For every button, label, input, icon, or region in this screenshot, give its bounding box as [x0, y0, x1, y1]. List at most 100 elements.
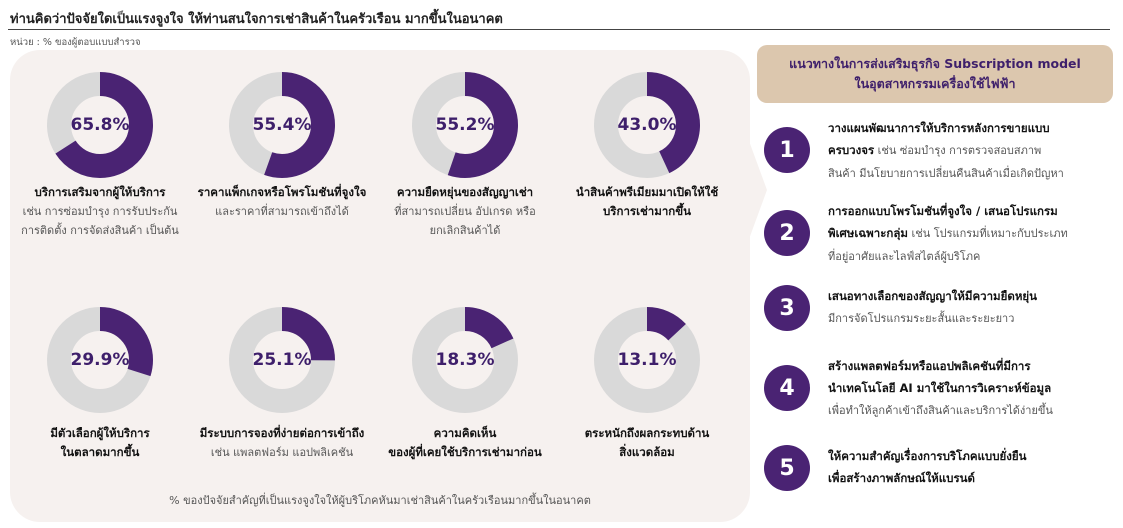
category-detail: เช่น การซ่อมบำรุง การรับประกัน: [22, 205, 178, 218]
donut-category-label: ความคิดเห็นของผู้ที่เคยใช้บริการเช่ามาก่…: [375, 424, 555, 462]
step-highlight: เพื่อสร้างภาพลักษณ์ให้แบรนด์: [828, 471, 975, 485]
step-line: ครบวงจร เช่น ซ่อมบำรุง การตรวจสอบสภาพ: [828, 139, 1118, 162]
donut-category-label: มีตัวเลือกผู้ให้บริการในตลาดมากขึ้น: [10, 424, 190, 462]
donut-chart: 18.3%: [410, 305, 520, 415]
category-detail: และราคาที่สามารถเข้าถึงได้: [215, 205, 349, 218]
donut-category-label: มีระบบการจองที่ง่ายต่อการเข้าถึงเช่น แพล…: [192, 424, 372, 462]
step-line: สินค้า มีนโยบายการเปลี่ยนคืนสินค้าเมื่อเ…: [828, 162, 1118, 185]
step-highlight: สร้างแพลตฟอร์มหรือแอปพลิเคชันที่มีการ: [828, 359, 1031, 373]
category-name: ตระหนักถึงผลกระทบด้าน: [584, 426, 710, 440]
step-highlight: พิเศษเฉพาะกลุ่ม: [828, 226, 908, 240]
step-highlight: ให้ความสำคัญเรื่องการบริโภคแบบยั่งยืน: [828, 449, 1027, 463]
category-name: ความยืดหยุ่นของสัญญาเช่า: [396, 185, 534, 199]
category-detail: ที่สามารถเปลี่ยน อัปเกรด หรือ: [394, 205, 536, 218]
donut-chart: 55.2%: [410, 70, 520, 180]
donut-value-label: 55.2%: [435, 115, 495, 135]
donut-value-label: 25.1%: [252, 350, 312, 370]
donut-slice: [594, 307, 700, 413]
step-line: มีการจัดโปรแกรมระยะสั้นและระยะยาว: [828, 307, 1118, 330]
step-line: เสนอทางเลือกของสัญญาให้มีความยืดหยุ่น: [828, 285, 1118, 307]
chart-footnote: % ของปัจจัยสำคัญที่เป็นแรงจูงใจให้ผู้บริ…: [169, 494, 591, 507]
step-number-badge: 5: [764, 445, 810, 491]
category-name: ราคาแพ็กเกจหรือโพรโมชันที่จูงใจ: [197, 185, 367, 199]
category-name: ความคิดเห็น: [433, 426, 497, 440]
donut-svg: [229, 307, 335, 413]
step-line: ที่อยู่อาศัยและไลฟ์สไตล์ผู้บริโภค: [828, 245, 1118, 268]
category-name: สิ่งแวดล้อม: [619, 445, 675, 459]
step-line: การออกแบบโพรโมชันที่จูงใจ / เสนอโปรแกรม: [828, 200, 1118, 222]
step-text: วางแผนพัฒนาการให้บริการหลังการขายแบบครบว…: [828, 117, 1118, 185]
category-name: นำสินค้าพรีเมียมมาเปิดให้ใช้: [575, 185, 719, 199]
donut-slice: [412, 72, 518, 178]
step-detail: เช่น ซ่อมบำรุง การตรวจสอบสภาพ: [874, 144, 1042, 157]
category-detail: เช่น แพลตฟอร์ม แอปพลิเคชัน: [210, 446, 354, 459]
step-text: ให้ความสำคัญเรื่องการบริโภคแบบยั่งยืนเพื…: [828, 445, 1118, 489]
donut-value-label: 13.1%: [617, 350, 677, 370]
donut-value-label: 65.8%: [70, 115, 130, 135]
step-detail: เช่น โปรแกรมที่เหมาะกับประเภท: [907, 227, 1068, 240]
step-highlight: นำเทคโนโลยี AI มาใช้ในการวิเคราะห์ข้อมูล: [828, 381, 1052, 395]
step-detail: สินค้า มีนโยบายการเปลี่ยนคืนสินค้าเมื่อเ…: [828, 167, 1064, 180]
category-name: บริการเสริมจากผู้ให้บริการ: [34, 185, 166, 199]
donut-svg: [47, 72, 153, 178]
step-highlight: วางแผนพัฒนาการให้บริการหลังการขายแบบ: [828, 121, 1050, 135]
donut-chart: 55.4%: [227, 70, 337, 180]
category-detail: การติดตั้ง การจัดส่งสินค้า เป็นต้น: [21, 224, 179, 237]
donut-slice: [412, 307, 518, 413]
donut-slice: [594, 72, 700, 178]
step-number-badge: 4: [764, 365, 810, 411]
step-text: เสนอทางเลือกของสัญญาให้มีความยืดหยุ่นมีก…: [828, 285, 1118, 330]
unit-note: หน่วย : % ของผู้ตอบแบบสำรวจ: [10, 37, 141, 48]
donut-value-label: 55.4%: [252, 115, 312, 135]
donut-svg: [229, 72, 335, 178]
step-highlight: เสนอทางเลือกของสัญญาให้มีความยืดหยุ่น: [828, 289, 1038, 303]
donut-svg: [594, 307, 700, 413]
category-name: บริการเช่ามากขึ้น: [603, 204, 691, 218]
donut-slice: [47, 307, 153, 413]
donut-chart: 13.1%: [592, 305, 702, 415]
step-line: เพื่อทำให้ลูกค้าเข้าถึงสินค้าและบริการได…: [828, 399, 1118, 422]
donut-svg: [412, 307, 518, 413]
step-line: สร้างแพลตฟอร์มหรือแอปพลิเคชันที่มีการ: [828, 355, 1118, 377]
step-detail: ที่อยู่อาศัยและไลฟ์สไตล์ผู้บริโภค: [828, 250, 981, 263]
step-line: ให้ความสำคัญเรื่องการบริโภคแบบยั่งยืน: [828, 445, 1118, 467]
donut-chart: 65.8%: [45, 70, 155, 180]
donut-category-label: นำสินค้าพรีเมียมมาเปิดให้ใช้บริการเช่ามา…: [557, 183, 737, 221]
category-detail: ยกเลิกสินค้าได้: [429, 224, 501, 237]
donut-value-label: 43.0%: [617, 115, 677, 135]
step-number-badge: 3: [764, 285, 810, 331]
title-divider: [8, 29, 1110, 30]
category-name: ในตลาดมากขึ้น: [60, 445, 140, 459]
step-line: วางแผนพัฒนาการให้บริการหลังการขายแบบ: [828, 117, 1118, 139]
recommendations-header-line-2: ในอุตสาหกรรมเครื่องใช้ไฟฟ้า: [854, 76, 1016, 91]
page-title: ท่านคิดว่าปัจจัยใดเป็นแรงจูงใจ ให้ท่านสน…: [10, 12, 503, 27]
donut-value-label: 29.9%: [70, 350, 130, 370]
step-detail: มีการจัดโปรแกรมระยะสั้นและระยะยาว: [828, 312, 1015, 325]
donut-category-label: ความยืดหยุ่นของสัญญาเช่าที่สามารถเปลี่ยน…: [375, 183, 555, 240]
recommendations-header-line-1: แนวทางในการส่งเสริมธุรกิจ Subscription m…: [789, 56, 1081, 71]
step-highlight: ครบวงจร: [828, 143, 875, 157]
donut-category-label: ตระหนักถึงผลกระทบด้านสิ่งแวดล้อม: [557, 424, 737, 462]
step-text: สร้างแพลตฟอร์มหรือแอปพลิเคชันที่มีการนำเ…: [828, 355, 1118, 422]
donut-value-label: 18.3%: [435, 350, 495, 370]
step-text: การออกแบบโพรโมชันที่จูงใจ / เสนอโปรแกรมพ…: [828, 200, 1118, 268]
step-line: พิเศษเฉพาะกลุ่ม เช่น โปรแกรมที่เหมาะกับป…: [828, 222, 1118, 245]
donut-slice: [47, 72, 153, 178]
donut-svg: [412, 72, 518, 178]
donut-category-label: ราคาแพ็กเกจหรือโพรโมชันที่จูงใจและราคาที…: [192, 183, 372, 221]
recommendations-header: แนวทางในการส่งเสริมธุรกิจ Subscription m…: [757, 45, 1113, 103]
category-name: ของผู้ที่เคยใช้บริการเช่ามาก่อน: [388, 445, 542, 459]
donut-svg: [594, 72, 700, 178]
panel-arrow: [745, 130, 767, 250]
step-line: นำเทคโนโลยี AI มาใช้ในการวิเคราะห์ข้อมูล: [828, 377, 1118, 399]
donut-slice: [229, 307, 335, 413]
step-highlight: การออกแบบโพรโมชันที่จูงใจ / เสนอโปรแกรม: [828, 204, 1058, 218]
step-detail: เพื่อทำให้ลูกค้าเข้าถึงสินค้าและบริการได…: [828, 404, 1053, 417]
step-number-badge: 1: [764, 127, 810, 173]
category-name: มีตัวเลือกผู้ให้บริการ: [50, 426, 150, 440]
donut-chart: 29.9%: [45, 305, 155, 415]
step-number-badge: 2: [764, 210, 810, 256]
donut-chart: 25.1%: [227, 305, 337, 415]
step-line: เพื่อสร้างภาพลักษณ์ให้แบรนด์: [828, 467, 1118, 489]
category-name: มีระบบการจองที่ง่ายต่อการเข้าถึง: [199, 426, 365, 440]
